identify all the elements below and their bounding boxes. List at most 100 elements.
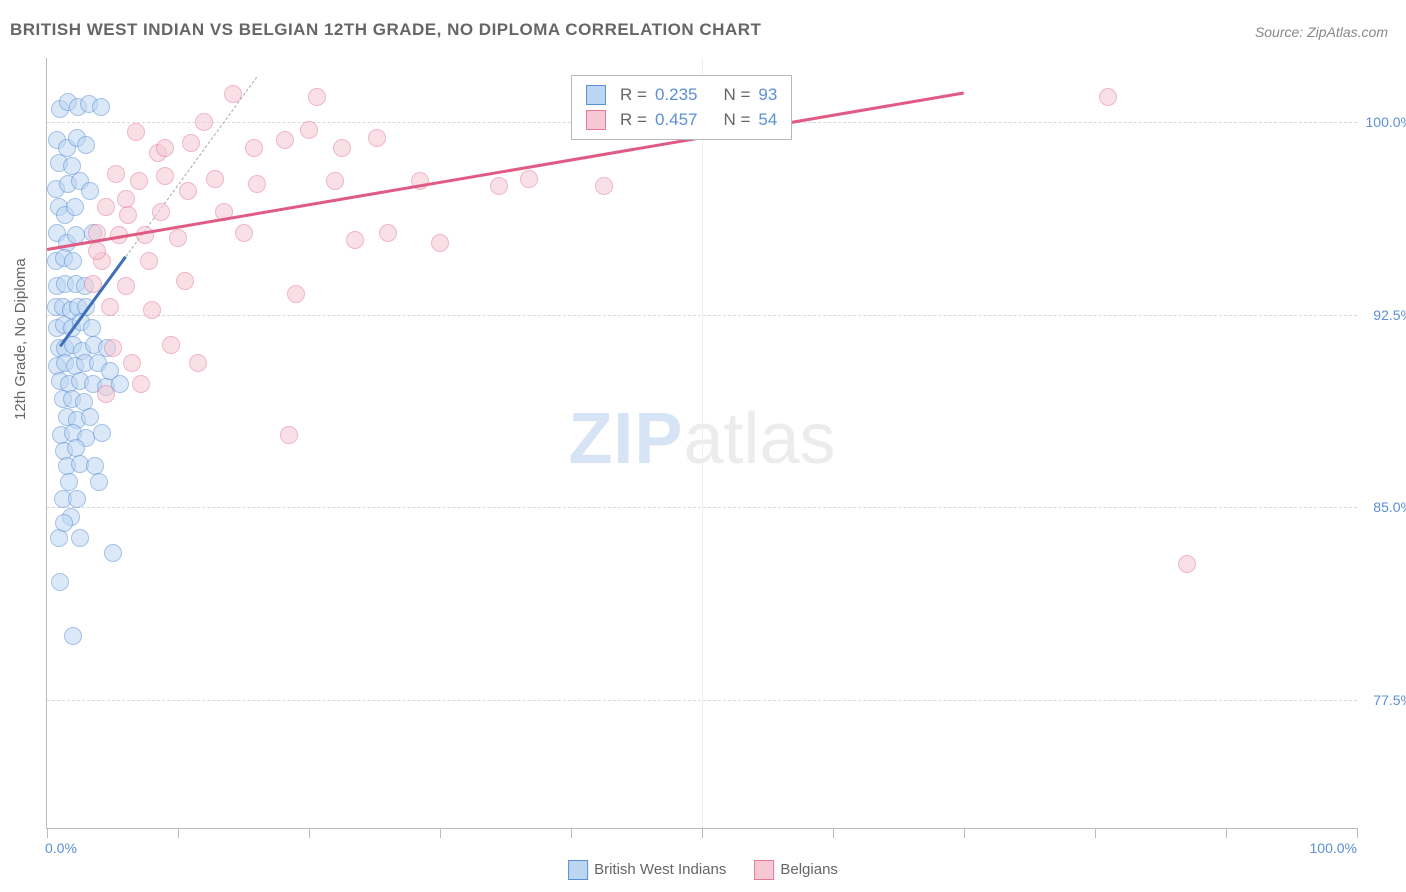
x-tick (964, 828, 965, 838)
data-point (245, 139, 263, 157)
data-point (71, 529, 89, 547)
data-point (333, 139, 351, 157)
data-point (156, 167, 174, 185)
x-tick (1226, 828, 1227, 838)
data-point (169, 229, 187, 247)
data-point (224, 85, 242, 103)
legend-label: Belgians (780, 861, 838, 878)
data-point (308, 88, 326, 106)
data-point (104, 339, 122, 357)
data-point (64, 627, 82, 645)
stats-r-label: R = (620, 82, 647, 108)
data-point (280, 426, 298, 444)
data-point (195, 113, 213, 131)
data-point (60, 473, 78, 491)
data-point (88, 242, 106, 260)
x-tick (571, 828, 572, 838)
data-point (179, 182, 197, 200)
data-point (182, 134, 200, 152)
stats-n-label: N = (723, 82, 750, 108)
stats-legend-row: R = 0.235 N = 93 (586, 82, 777, 108)
bottom-legend: British West Indians Belgians (568, 860, 838, 880)
data-point (152, 203, 170, 221)
watermark-zip: ZIP (568, 399, 683, 479)
legend-item: Belgians (754, 860, 838, 880)
legend-swatch (586, 85, 606, 105)
data-point (1178, 555, 1196, 573)
watermark-atlas: atlas (683, 399, 835, 479)
y-tick-label: 92.5% (1363, 307, 1406, 323)
data-point (123, 354, 141, 372)
data-point (162, 336, 180, 354)
data-point (55, 514, 73, 532)
data-point (520, 170, 538, 188)
data-point (287, 285, 305, 303)
stats-legend: R = 0.235N = 93R = 0.457N = 54 (571, 75, 792, 140)
data-point (127, 123, 145, 141)
source-label: Source: ZipAtlas.com (1255, 24, 1388, 40)
y-tick-label: 85.0% (1363, 499, 1406, 515)
data-point (248, 175, 266, 193)
data-point (101, 298, 119, 316)
data-point (189, 354, 207, 372)
data-point (490, 177, 508, 195)
data-point (143, 301, 161, 319)
data-point (379, 224, 397, 242)
data-point (97, 198, 115, 216)
data-point (326, 172, 344, 190)
data-point (235, 224, 253, 242)
data-point (119, 206, 137, 224)
data-point (81, 182, 99, 200)
y-tick-label: 77.5% (1363, 692, 1406, 708)
data-point (84, 275, 102, 293)
x-tick (440, 828, 441, 838)
stats-r-label: R = (620, 107, 647, 133)
data-point (130, 172, 148, 190)
data-point (117, 277, 135, 295)
x-tick-label: 100.0% (1307, 840, 1357, 856)
data-point (140, 252, 158, 270)
gridline-v (702, 58, 703, 828)
chart-plot-area: ZIPatlas 100.0%92.5%85.0%77.5%0.0%100.0%… (46, 58, 1357, 829)
data-point (276, 131, 294, 149)
chart-title: BRITISH WEST INDIAN VS BELGIAN 12TH GRAD… (10, 20, 761, 40)
data-point (346, 231, 364, 249)
data-point (97, 385, 115, 403)
x-tick (702, 828, 703, 838)
legend-swatch (754, 860, 774, 880)
legend-label: British West Indians (594, 861, 726, 878)
data-point (176, 272, 194, 290)
stats-n-label: N = (723, 107, 750, 133)
stats-r-value: 0.235 (655, 82, 698, 108)
trend-line (47, 91, 964, 250)
y-axis-label: 12th Grade, No Diploma (12, 258, 29, 420)
x-tick (47, 828, 48, 838)
data-point (64, 252, 82, 270)
y-tick-label: 100.0% (1363, 114, 1406, 130)
x-tick (833, 828, 834, 838)
data-point (92, 98, 110, 116)
data-point (93, 424, 111, 442)
x-tick (1357, 828, 1358, 838)
data-point (136, 226, 154, 244)
x-tick-label: 0.0% (45, 840, 77, 856)
x-tick (1095, 828, 1096, 838)
data-point (156, 139, 174, 157)
x-tick (309, 828, 310, 838)
stats-n-value: 93 (758, 82, 777, 108)
legend-swatch (568, 860, 588, 880)
data-point (368, 129, 386, 147)
legend-item: British West Indians (568, 860, 726, 880)
data-point (104, 544, 122, 562)
data-point (117, 190, 135, 208)
data-point (107, 165, 125, 183)
data-point (90, 473, 108, 491)
data-point (77, 136, 95, 154)
data-point (431, 234, 449, 252)
legend-swatch (586, 110, 606, 130)
data-point (595, 177, 613, 195)
stats-r-value: 0.457 (655, 107, 698, 133)
data-point (51, 573, 69, 591)
data-point (50, 529, 68, 547)
data-point (1099, 88, 1117, 106)
